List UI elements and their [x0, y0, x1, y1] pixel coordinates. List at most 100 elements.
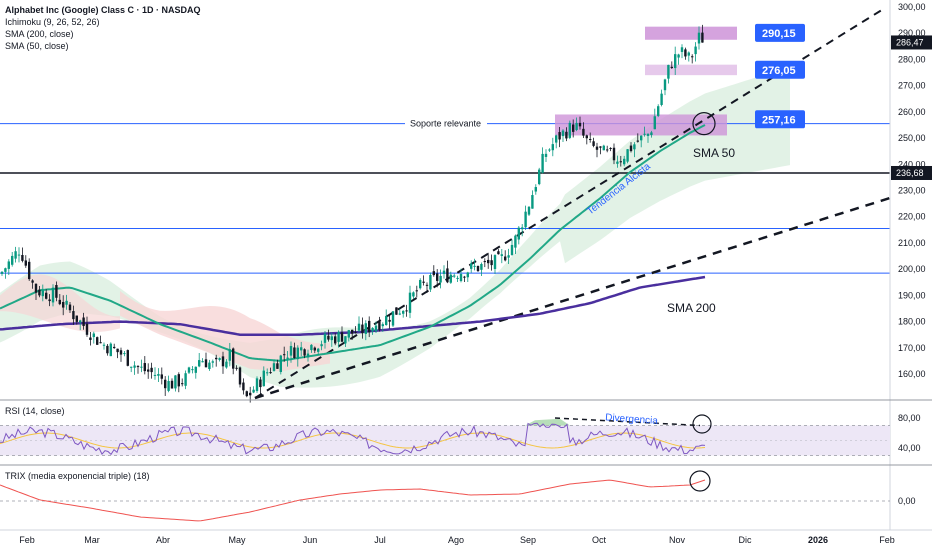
candle — [160, 374, 163, 379]
candle — [463, 276, 466, 278]
sma200-label: SMA 200 — [667, 301, 716, 315]
candle — [201, 361, 204, 363]
candle — [228, 349, 231, 361]
candle — [446, 268, 449, 283]
candle — [191, 369, 194, 371]
candle — [238, 367, 242, 385]
highlight-circle — [692, 414, 712, 434]
candle — [497, 251, 500, 255]
rsi-legend[interactable]: RSI (14, close) — [5, 406, 65, 416]
sma200-legend[interactable]: SMA (200, close) — [5, 29, 74, 39]
candle — [164, 379, 167, 389]
candle — [310, 344, 313, 351]
price-tick-label: 300,00 — [898, 2, 926, 12]
candle — [28, 261, 31, 280]
candle — [327, 335, 330, 340]
rsi-line — [0, 422, 706, 456]
candle — [102, 344, 106, 346]
candle — [609, 147, 612, 149]
resistance-zone — [645, 26, 737, 40]
sma50-legend[interactable]: SMA (50, close) — [5, 41, 69, 51]
candle — [436, 273, 439, 281]
trix-tick-label: 0,00 — [898, 496, 916, 506]
candle — [48, 299, 51, 302]
candle — [510, 244, 514, 255]
price-tick-label: 270,00 — [898, 81, 926, 91]
highlight-circle — [689, 470, 711, 492]
ichimoku-legend[interactable]: Ichimoku (9, 26, 52, 26) — [5, 17, 100, 27]
candle — [687, 52, 690, 56]
candle — [677, 54, 680, 58]
candle — [374, 325, 378, 332]
price-tag-label: 257,16 — [762, 114, 796, 126]
candle — [575, 122, 578, 131]
price-tag-label: 286,47 — [896, 37, 924, 47]
candle — [272, 363, 276, 371]
candle — [395, 307, 398, 315]
candle — [38, 289, 41, 296]
candle — [538, 169, 541, 185]
candle — [204, 359, 208, 368]
candle — [130, 366, 133, 368]
candle — [521, 227, 524, 230]
candle — [442, 270, 446, 274]
candle — [296, 347, 299, 360]
candle — [541, 153, 544, 173]
candle — [405, 310, 408, 312]
candle — [177, 374, 180, 387]
candle — [136, 366, 140, 368]
candle — [456, 277, 459, 279]
candle — [187, 367, 191, 373]
candle — [606, 149, 609, 151]
candle — [221, 356, 225, 367]
candle — [402, 310, 405, 314]
candle — [334, 336, 337, 344]
candle — [378, 321, 381, 330]
candle — [354, 332, 357, 334]
candle — [616, 161, 619, 164]
candle — [153, 374, 157, 376]
candle — [320, 344, 323, 347]
price-tick-label: 160,00 — [898, 369, 926, 379]
candle — [507, 255, 510, 258]
price-tick-label: 230,00 — [898, 186, 926, 196]
candle — [123, 353, 126, 355]
candle — [133, 365, 136, 368]
candle — [45, 292, 48, 299]
candle — [388, 319, 391, 322]
candle — [633, 144, 636, 150]
candle — [96, 337, 99, 345]
time-tick-label: Ago — [448, 535, 464, 545]
candle — [79, 320, 82, 323]
candle — [150, 367, 153, 373]
price-tag — [755, 23, 805, 42]
candle — [558, 132, 561, 140]
time-tick-label: Jul — [374, 535, 386, 545]
price-tag — [755, 60, 805, 79]
time-tick-label: Feb — [19, 535, 35, 545]
chart-title: Alphabet Inc (Google) Class C · 1D · NAS… — [5, 5, 201, 15]
price-tick-label: 250,00 — [898, 133, 926, 143]
candle — [371, 327, 374, 332]
candle — [245, 391, 248, 397]
time-tick-label: Abr — [156, 535, 170, 545]
candle — [62, 302, 65, 308]
candle — [21, 255, 24, 261]
time-tick-label: 2026 — [808, 535, 828, 545]
price-tick-label: 200,00 — [898, 264, 926, 274]
time-tick-label: Sep — [520, 535, 536, 545]
candle — [14, 251, 17, 259]
trix-legend[interactable]: TRIX (media exponencial triple) (18) — [5, 471, 150, 481]
candle — [657, 106, 660, 116]
candle — [303, 349, 306, 356]
candle — [660, 93, 663, 105]
price-tick-label: 180,00 — [898, 317, 926, 327]
candle — [255, 378, 259, 391]
candle — [459, 274, 463, 282]
candle — [429, 274, 432, 290]
candle — [578, 122, 582, 127]
candle — [640, 135, 643, 141]
price-tick-label: 170,00 — [898, 343, 926, 353]
candle — [453, 275, 456, 277]
